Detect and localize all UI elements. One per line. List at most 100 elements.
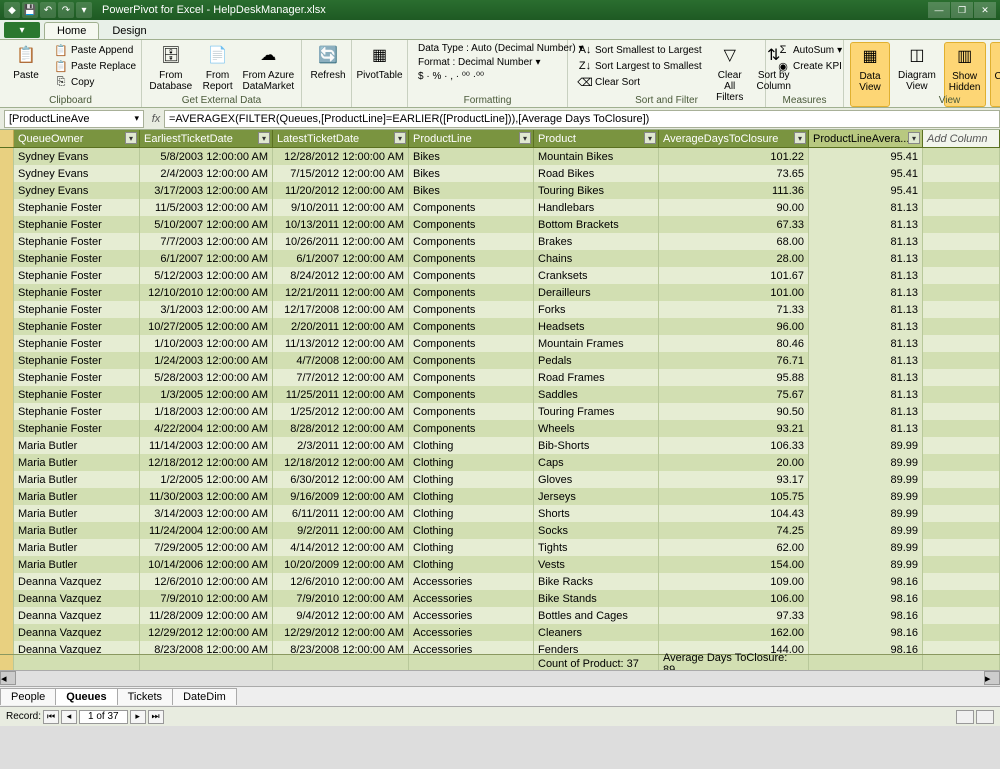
cell-latest[interactable]: 7/15/2012 12:00:00 AM xyxy=(273,165,409,182)
cell-plavg[interactable]: 95.41 xyxy=(809,182,923,199)
cell-earliest[interactable]: 12/10/2010 12:00:00 AM xyxy=(140,284,273,301)
cell-avg[interactable]: 76.71 xyxy=(659,352,809,369)
cell-plavg[interactable]: 81.13 xyxy=(809,335,923,352)
cell-productline[interactable]: Components xyxy=(409,386,534,403)
cell-earliest[interactable]: 3/17/2003 12:00:00 AM xyxy=(140,182,273,199)
scroll-right-button[interactable]: ▸ xyxy=(984,671,1000,685)
name-box[interactable]: [ProductLineAve▾ xyxy=(4,110,144,128)
cell-plavg[interactable]: 98.16 xyxy=(809,607,923,624)
filter-dropdown-icon[interactable]: ▾ xyxy=(125,132,137,144)
cell-owner[interactable]: Stephanie Foster xyxy=(14,250,140,267)
cell-latest[interactable]: 2/3/2011 12:00:00 AM xyxy=(273,437,409,454)
tab-design[interactable]: Design xyxy=(99,22,159,39)
table-row[interactable]: Stephanie Foster1/3/2005 12:00:00 AM11/2… xyxy=(0,386,1000,403)
cell-plavg[interactable]: 98.16 xyxy=(809,590,923,607)
cell-latest[interactable]: 6/11/2011 12:00:00 AM xyxy=(273,505,409,522)
cell-plavg[interactable]: 98.16 xyxy=(809,573,923,590)
cell-avg[interactable]: 105.75 xyxy=(659,488,809,505)
cell-earliest[interactable]: 7/9/2010 12:00:00 AM xyxy=(140,590,273,607)
cell-owner[interactable]: Stephanie Foster xyxy=(14,199,140,216)
cell-latest[interactable]: 8/28/2012 12:00:00 AM xyxy=(273,420,409,437)
redo-icon[interactable]: ↷ xyxy=(58,2,74,18)
filter-dropdown-icon[interactable]: ▾ xyxy=(519,132,531,144)
save-icon[interactable]: 💾 xyxy=(22,2,38,18)
cell-productline[interactable]: Clothing xyxy=(409,488,534,505)
cell-productline[interactable]: Components xyxy=(409,369,534,386)
cell-productline[interactable]: Components xyxy=(409,267,534,284)
row-selector[interactable] xyxy=(0,199,14,216)
table-row[interactable]: Stephanie Foster5/12/2003 12:00:00 AM8/2… xyxy=(0,267,1000,284)
cell-earliest[interactable]: 5/8/2003 12:00:00 AM xyxy=(140,148,273,165)
col-header-latest[interactable]: LatestTicketDate▾ xyxy=(273,130,409,147)
cell-owner[interactable]: Maria Butler xyxy=(14,522,140,539)
qat-dropdown-icon[interactable]: ▾ xyxy=(76,2,92,18)
cell-latest[interactable]: 10/26/2011 12:00:00 AM xyxy=(273,233,409,250)
cell-productline[interactable]: Accessories xyxy=(409,607,534,624)
cell-owner[interactable]: Stephanie Foster xyxy=(14,386,140,403)
cell-earliest[interactable]: 11/30/2003 12:00:00 AM xyxy=(140,488,273,505)
col-header-productlineavg[interactable]: ProductLineAvera...▾ xyxy=(809,130,923,147)
cell-latest[interactable]: 7/7/2012 12:00:00 AM xyxy=(273,369,409,386)
cell-productline[interactable]: Components xyxy=(409,216,534,233)
cell-avg[interactable]: 154.00 xyxy=(659,556,809,573)
cell-earliest[interactable]: 11/28/2009 12:00:00 AM xyxy=(140,607,273,624)
col-header-earliest[interactable]: EarliestTicketDate▾ xyxy=(140,130,273,147)
col-header-productline[interactable]: ProductLine▾ xyxy=(409,130,534,147)
cell-avg[interactable]: 111.36 xyxy=(659,182,809,199)
cell-earliest[interactable]: 10/27/2005 12:00:00 AM xyxy=(140,318,273,335)
table-row[interactable]: Maria Butler12/18/2012 12:00:00 AM12/18/… xyxy=(0,454,1000,471)
add-column[interactable]: Add Column xyxy=(923,130,1000,147)
cell-earliest[interactable]: 12/18/2012 12:00:00 AM xyxy=(140,454,273,471)
row-selector[interactable] xyxy=(0,352,14,369)
table-row[interactable]: Stephanie Foster1/24/2003 12:00:00 AM4/7… xyxy=(0,352,1000,369)
cell-product[interactable]: Touring Frames xyxy=(534,403,659,420)
cell-earliest[interactable]: 1/3/2005 12:00:00 AM xyxy=(140,386,273,403)
cell-productline[interactable]: Components xyxy=(409,403,534,420)
clear-sort-button[interactable]: ⌫Clear Sort xyxy=(574,74,706,90)
cell-avg[interactable]: 20.00 xyxy=(659,454,809,471)
sort-smallest-button[interactable]: A↓Sort Smallest to Largest xyxy=(574,42,706,58)
cell-productline[interactable]: Components xyxy=(409,420,534,437)
cell-product[interactable]: Socks xyxy=(534,522,659,539)
cell-latest[interactable]: 9/2/2011 12:00:00 AM xyxy=(273,522,409,539)
cell-plavg[interactable]: 81.13 xyxy=(809,284,923,301)
cell-product[interactable]: Tights xyxy=(534,539,659,556)
cell-product[interactable]: Brakes xyxy=(534,233,659,250)
sheet-tab-tickets[interactable]: Tickets xyxy=(117,688,173,705)
table-row[interactable]: Stephanie Foster1/10/2003 12:00:00 AM11/… xyxy=(0,335,1000,352)
col-header-avgdays[interactable]: AverageDaysToClosure▾ xyxy=(659,130,809,147)
cell-owner[interactable]: Sydney Evans xyxy=(14,182,140,199)
cell-plavg[interactable]: 89.99 xyxy=(809,437,923,454)
cell-plavg[interactable]: 81.13 xyxy=(809,233,923,250)
cell-earliest[interactable]: 6/1/2007 12:00:00 AM xyxy=(140,250,273,267)
filter-dropdown-icon[interactable]: ▾ xyxy=(644,132,656,144)
cell-avg[interactable]: 74.25 xyxy=(659,522,809,539)
row-selector[interactable] xyxy=(0,539,14,556)
cell-avg[interactable]: 67.33 xyxy=(659,216,809,233)
table-row[interactable]: Deanna Vazquez12/6/2010 12:00:00 AM12/6/… xyxy=(0,573,1000,590)
cell-owner[interactable]: Stephanie Foster xyxy=(14,403,140,420)
cell-avg[interactable]: 75.67 xyxy=(659,386,809,403)
cell-avg[interactable]: 28.00 xyxy=(659,250,809,267)
cell-product[interactable]: Cranksets xyxy=(534,267,659,284)
table-row[interactable]: Stephanie Foster4/22/2004 12:00:00 AM8/2… xyxy=(0,420,1000,437)
cell-latest[interactable]: 9/10/2011 12:00:00 AM xyxy=(273,199,409,216)
file-tab[interactable]: ▾ xyxy=(4,22,40,38)
cell-avg[interactable]: 93.17 xyxy=(659,471,809,488)
cell-product[interactable]: Chains xyxy=(534,250,659,267)
cell-latest[interactable]: 12/21/2011 12:00:00 AM xyxy=(273,284,409,301)
cell-avg[interactable]: 101.67 xyxy=(659,267,809,284)
cell-avg[interactable]: 162.00 xyxy=(659,624,809,641)
format-symbols[interactable]: $ · % · , · ⁰⁰ ·⁰⁰ xyxy=(414,70,588,83)
cell-productline[interactable]: Bikes xyxy=(409,182,534,199)
filter-dropdown-icon[interactable]: ▾ xyxy=(258,132,270,144)
cell-avg[interactable]: 97.33 xyxy=(659,607,809,624)
horizontal-scrollbar[interactable]: ◂ ▸ xyxy=(0,670,1000,686)
row-selector[interactable] xyxy=(0,148,14,165)
cell-owner[interactable]: Deanna Vazquez xyxy=(14,573,140,590)
table-row[interactable]: Sydney Evans2/4/2003 12:00:00 AM7/15/201… xyxy=(0,165,1000,182)
formula-input[interactable]: =AVERAGEX(FILTER(Queues,[ProductLine]=EA… xyxy=(164,110,1000,128)
row-selector[interactable] xyxy=(0,573,14,590)
sheet-tab-people[interactable]: People xyxy=(0,688,56,705)
filter-dropdown-icon[interactable]: ▾ xyxy=(794,132,806,144)
